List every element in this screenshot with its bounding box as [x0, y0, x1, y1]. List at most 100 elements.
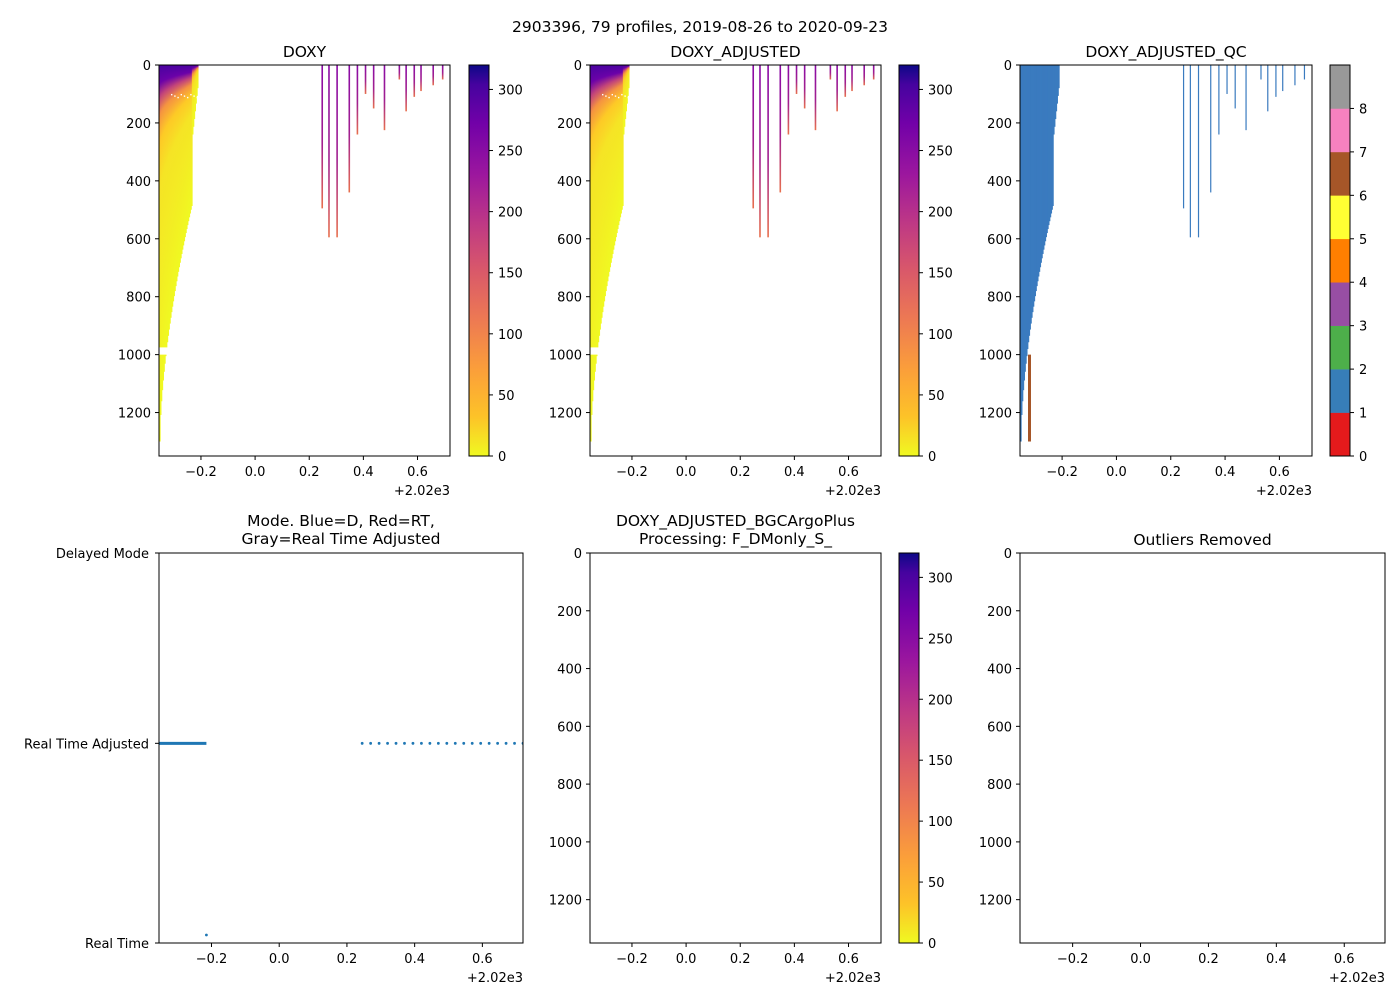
profile-column	[175, 65, 177, 287]
qc-column	[1054, 65, 1057, 120]
profile-column	[621, 65, 623, 210]
colorbar-tick-label: 50	[928, 389, 945, 404]
qc-column	[1055, 65, 1058, 112]
profile-column	[161, 65, 164, 391]
rta-point	[496, 741, 500, 745]
profile-column	[616, 65, 619, 230]
data-gap-dot	[608, 96, 610, 99]
y-tick-label: 400	[987, 175, 1012, 190]
profile-column	[194, 65, 196, 112]
profile-column	[614, 65, 617, 242]
x-tick-label: 0.0	[676, 465, 697, 480]
qc-column	[1041, 65, 1044, 254]
y-tick-label: 1200	[549, 407, 582, 422]
data-gap-dot	[605, 95, 607, 97]
profile-column	[594, 65, 596, 372]
qc-sparse-profile	[1303, 65, 1306, 80]
qc-column	[1024, 65, 1026, 372]
profile-column	[610, 65, 612, 263]
qc-column	[1023, 65, 1026, 381]
plot-data	[590, 65, 875, 442]
profile-column	[196, 65, 198, 96]
plot-frame	[158, 552, 524, 944]
data-gap-dot	[193, 95, 195, 97]
sparse-profile	[779, 65, 782, 193]
profile-column	[176, 65, 179, 277]
profile-column	[164, 65, 167, 357]
qc-sparse-profile	[1275, 65, 1277, 97]
qc-sparse-profile	[1234, 65, 1236, 109]
rta-point	[479, 741, 483, 745]
data-gap-dot	[602, 93, 604, 96]
y-tick-label: 0	[574, 59, 582, 74]
qc-sparse-profile	[1189, 65, 1191, 238]
rta-point	[470, 741, 474, 745]
x-offset-label: +2.02e3	[825, 971, 881, 986]
plot-frame	[589, 64, 882, 457]
sparse-profile	[863, 65, 866, 86]
data-gap-dot	[190, 93, 192, 96]
qc-column	[1029, 65, 1031, 330]
profile-column	[626, 65, 628, 104]
profile-column	[606, 65, 608, 287]
colorbar-tick-label: 200	[498, 206, 523, 221]
x-tick-label: −0.2	[616, 465, 648, 480]
profile-column	[602, 65, 605, 307]
sparse-profile	[441, 65, 444, 80]
y-tick-label: 400	[557, 175, 582, 190]
y-tick-label: 1200	[549, 894, 582, 909]
colorbar-segment	[1330, 65, 1350, 109]
x-tick-label: 0.6	[838, 465, 859, 480]
qc-column	[1026, 65, 1029, 350]
rta-point	[453, 741, 457, 745]
profile-column	[179, 65, 181, 263]
profile-column	[187, 65, 190, 222]
colorbar-tick-label: 0	[1359, 450, 1367, 465]
colorbar-gradient	[899, 553, 919, 943]
profile-column	[600, 65, 603, 318]
colorbar-tick-label: 0	[928, 937, 936, 952]
colorbar-tick-label: 50	[498, 389, 515, 404]
sparse-profile	[348, 65, 351, 193]
sparse-profile	[814, 65, 817, 131]
profile-column	[159, 65, 162, 415]
sparse-profile	[405, 65, 407, 112]
rta-point	[386, 741, 389, 745]
data-gap-dot	[618, 96, 620, 99]
colorbar-tick-label: 1	[1359, 407, 1367, 422]
sparse-profile	[413, 65, 416, 97]
qc-column	[1048, 65, 1051, 222]
x-offset-label: +2.02e3	[394, 484, 450, 499]
data-gap-dot	[174, 95, 176, 97]
sparse-profile	[432, 65, 435, 86]
y-tick-label: 1200	[979, 407, 1012, 422]
colorbar: 0 50 100 150 200 250 300	[898, 64, 953, 465]
y-tick-label: 0	[1004, 59, 1012, 74]
colorbar-frame	[898, 64, 920, 457]
x-tick-label: 0.6	[1334, 952, 1355, 967]
colorbar-segment	[1330, 195, 1350, 240]
profile-column	[607, 65, 610, 277]
qc-sparse-profile	[1267, 65, 1269, 112]
colorbar: 0 50 100 150 200 250 300	[468, 64, 523, 465]
rta-point	[360, 741, 364, 745]
x-tick-label: 0.2	[730, 465, 751, 480]
qc-column	[1040, 65, 1042, 263]
colorbar-tick-label: 150	[498, 267, 523, 282]
panel-title-line: DOXY_ADJUSTED_BGCArgoPlus	[616, 512, 855, 531]
data-gap-dot	[183, 95, 186, 97]
qc-sparse-profile	[1182, 65, 1185, 209]
qc-sparse-profile	[1245, 65, 1247, 131]
plot-data	[1020, 65, 1306, 442]
qc-sparse-profile	[1197, 65, 1200, 238]
sparse-profile	[328, 65, 330, 238]
qc-column	[1053, 65, 1056, 127]
profile-column	[183, 65, 186, 242]
profile-column	[168, 65, 170, 330]
colorbar-tick-label: 150	[928, 754, 953, 769]
qc-sparse-profile	[1282, 65, 1284, 92]
panel-title: DOXY_ADJUSTED_QC	[1085, 43, 1246, 62]
rta-point	[420, 741, 423, 745]
y-tick-label: 0	[143, 59, 151, 74]
y-tick-label: 0	[1004, 547, 1012, 562]
